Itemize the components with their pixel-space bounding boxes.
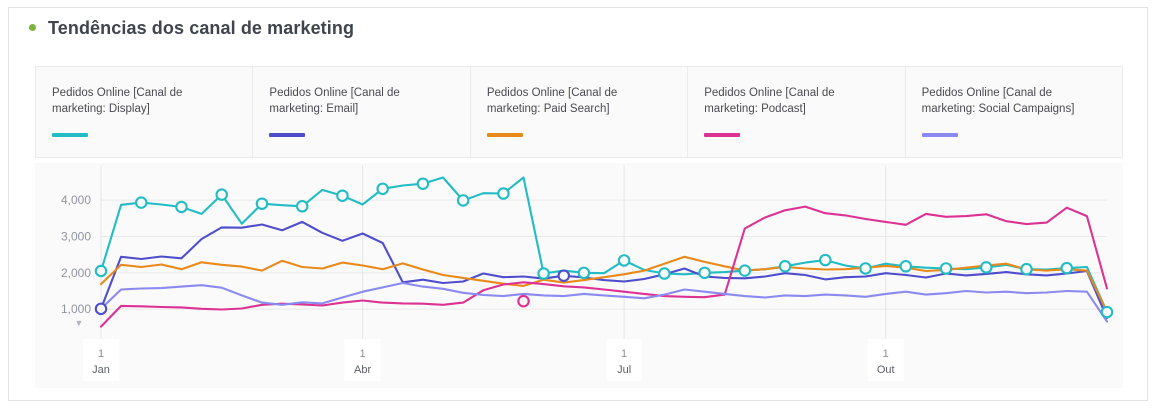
legend-item-label: Pedidos Online [Canal de marketing: Podc… (704, 87, 835, 115)
x-axis-tick-month: Out (877, 364, 895, 376)
x-axis-tick-month: Abr (354, 364, 371, 376)
y-axis-tick-label: 4,000 (61, 193, 91, 207)
data-point-marker[interactable] (94, 302, 108, 316)
x-axis-tick-month: Jul (617, 364, 631, 376)
data-point-marker[interactable] (899, 260, 913, 273)
data-point-marker[interactable] (497, 187, 510, 200)
data-point-marker[interactable] (658, 267, 671, 280)
series-line-pedidos-online-canal-de-marketing-email- (99, 220, 1109, 319)
legend-color-swatch (486, 133, 523, 137)
data-point-marker[interactable] (617, 254, 631, 267)
legend-item-display[interactable]: Pedidos Online [Canal de marketing: Disp… (36, 67, 254, 157)
legend-color-swatch (269, 133, 306, 137)
line-chart-svg: 1,000 2,000 3,000 4,000 ▼ 1 Jan 1 Abr 1 Jul 1 Out (35, 163, 1123, 388)
data-point-marker[interactable] (537, 267, 550, 280)
data-point-marker[interactable] (175, 200, 188, 214)
data-point-marker[interactable] (376, 182, 389, 196)
data-point-marker[interactable] (94, 264, 108, 278)
y-axis-tick-label: 1,000 (61, 302, 91, 316)
data-point-marker[interactable] (1020, 262, 1033, 276)
legend-item-paid-search[interactable]: Pedidos Online [Canal de marketing: Paid… (470, 67, 689, 157)
legend-item-label: Pedidos Online [Canal de marketing: Emai… (269, 87, 400, 115)
data-point-marker[interactable] (517, 294, 530, 308)
data-point-marker[interactable] (698, 266, 711, 280)
series-line-pedidos-online-canal-de-marketing-display- (99, 176, 1109, 314)
data-point-marker[interactable] (577, 266, 591, 280)
legend-item-label: Pedidos Online [Canal de marketing: Disp… (52, 87, 183, 115)
x-axis-tick-day: 1 (883, 348, 889, 360)
x-axis-tick-month: Jan (92, 364, 110, 376)
chart-card: Tendências dos canal de marketing Pedido… (8, 7, 1148, 401)
data-point-marker[interactable] (778, 260, 792, 273)
chart-plot-area: 1,000 2,000 3,000 4,000 ▼ 1 Jan 1 Abr 1 Jul 1 Out (35, 163, 1123, 388)
page-title: Tendências dos canal de marketing (48, 17, 355, 38)
x-axis-label-box (606, 339, 643, 381)
legend-item-social-campaigns[interactable]: Pedidos Online [Canal de marketing: Soci… (905, 67, 1123, 157)
card-header: Tendências dos canal de marketing (9, 8, 1147, 42)
legend-color-swatch (52, 133, 88, 137)
y-axis-tick-label: 2,000 (61, 266, 91, 280)
chart-legend: Pedidos Online [Canal de marketing: Disp… (35, 66, 1123, 158)
data-point-marker[interactable] (295, 200, 309, 213)
series-line-pedidos-online-canal-de-marketing-paid-search- (99, 255, 1109, 313)
data-point-marker[interactable] (939, 262, 953, 275)
x-axis-tick-day: 1 (359, 348, 365, 360)
data-point-marker[interactable] (980, 261, 993, 274)
legend-item-email[interactable]: Pedidos Online [Canal de marketing: Emai… (253, 67, 471, 157)
legend-item-label: Pedidos Online [Canal de marketing: Soci… (921, 87, 1075, 115)
data-point-marker[interactable] (557, 269, 571, 282)
x-axis-tick-day: 1 (98, 348, 104, 360)
legend-color-swatch (704, 133, 741, 137)
y-axis-collapse-icon[interactable]: ▼ (75, 318, 84, 328)
data-point-marker[interactable] (1060, 261, 1074, 275)
x-axis-label-box (867, 339, 904, 381)
legend-item-podcast[interactable]: Pedidos Online [Canal de marketing: Podc… (688, 67, 906, 157)
data-point-marker[interactable] (1100, 305, 1114, 319)
x-axis-tick-day: 1 (621, 348, 627, 360)
legend-color-swatch (921, 133, 958, 137)
data-point-marker[interactable] (738, 264, 752, 277)
series-line-pedidos-online-canal-de-marketing-social-campaigns- (99, 281, 1109, 323)
status-dot-icon (29, 23, 36, 31)
legend-item-label: Pedidos Online [Canal de marketing: Paid… (486, 87, 618, 115)
data-point-marker[interactable] (255, 197, 269, 210)
y-axis-tick-label: 3,000 (61, 229, 91, 243)
data-point-marker[interactable] (134, 196, 148, 209)
data-point-marker[interactable] (336, 189, 349, 202)
series-line-pedidos-online-canal-de-marketing-podcast- (99, 205, 1109, 328)
x-axis-label-box (344, 339, 381, 381)
data-point-marker[interactable] (215, 188, 228, 201)
data-point-marker[interactable] (859, 262, 872, 275)
data-point-marker[interactable] (416, 177, 430, 190)
data-point-marker[interactable] (819, 253, 832, 267)
x-axis-label-box (83, 339, 119, 381)
data-point-marker[interactable] (456, 194, 470, 207)
